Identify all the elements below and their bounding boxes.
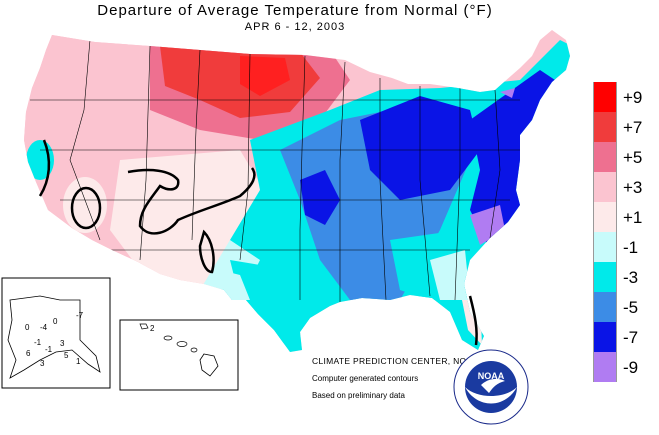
legend-swatch: [593, 352, 617, 382]
legend-item: +7: [593, 112, 659, 142]
legend-label: -5: [623, 298, 639, 317]
legend-label: +1: [623, 208, 643, 227]
legend-item: -9: [593, 352, 659, 382]
alaska-label: -1: [34, 338, 42, 347]
alaska-label: 0: [25, 323, 30, 332]
alaska-label: 1: [76, 357, 81, 366]
legend-label: +7: [623, 118, 643, 137]
map-title: Departure of Average Temperature from No…: [97, 2, 493, 19]
legend-label: -3: [623, 268, 639, 287]
legend-item: -1: [593, 232, 659, 262]
state-boundaries: [30, 39, 520, 302]
legend-item: -7: [593, 322, 659, 352]
legend-label: -9: [623, 358, 639, 377]
legend-swatch: [593, 292, 617, 322]
alaska-label: -4: [40, 323, 48, 332]
legend-item: +3: [593, 172, 659, 202]
legend-item: -5: [593, 292, 659, 322]
legend-label: -7: [623, 328, 639, 347]
alaska-label: 3: [40, 359, 45, 368]
legend-swatch: [593, 262, 617, 292]
alaska-label: 5: [64, 351, 69, 360]
zero-contour-lines: [38, 139, 478, 346]
legend-item: -3: [593, 262, 659, 292]
credits-line2: Based on preliminary data: [312, 391, 405, 400]
hawaii-label: 2: [150, 324, 155, 333]
legend-swatch: [593, 202, 617, 232]
legend-item: +5: [593, 142, 659, 172]
legend-label: +9: [623, 88, 643, 107]
alaska-label: 6: [26, 349, 31, 358]
legend-swatch: [593, 232, 617, 262]
legend-label: -1: [623, 238, 639, 257]
color-legend: +9 +7 +5 +3 +1 -1 -3 -5 -7 -9: [593, 82, 659, 382]
legend-swatch: [593, 112, 617, 142]
credits: CLIMATE PREDICTION CENTER, NOAA Computer…: [312, 356, 478, 408]
svg-text:NOAA: NOAA: [478, 371, 505, 381]
alaska-label: -1: [45, 345, 53, 354]
legend-item: +9: [593, 82, 659, 112]
alaska-label: 3: [60, 339, 65, 348]
legend-swatch: [593, 142, 617, 172]
alaska-label: -7: [76, 311, 84, 320]
legend-swatch: [593, 322, 617, 352]
legend-swatch: [593, 82, 617, 112]
alaska-inset: 0 -4 -7 0 -1 3 6 5 3 1 -1: [1, 277, 111, 389]
alaska-label: 0: [53, 317, 58, 326]
map-subtitle: APR 6 - 12, 2003: [244, 21, 346, 33]
noaa-logo-icon: NOAA: [453, 349, 529, 425]
legend-swatch: [593, 172, 617, 202]
legend-label: +3: [623, 178, 643, 197]
legend-label: +5: [623, 148, 643, 167]
credits-center: CLIMATE PREDICTION CENTER, NOAA: [312, 356, 479, 366]
credits-line1: Computer generated contours: [312, 374, 419, 383]
legend-item: +1: [593, 202, 659, 232]
hawaii-inset: 2: [119, 319, 239, 391]
